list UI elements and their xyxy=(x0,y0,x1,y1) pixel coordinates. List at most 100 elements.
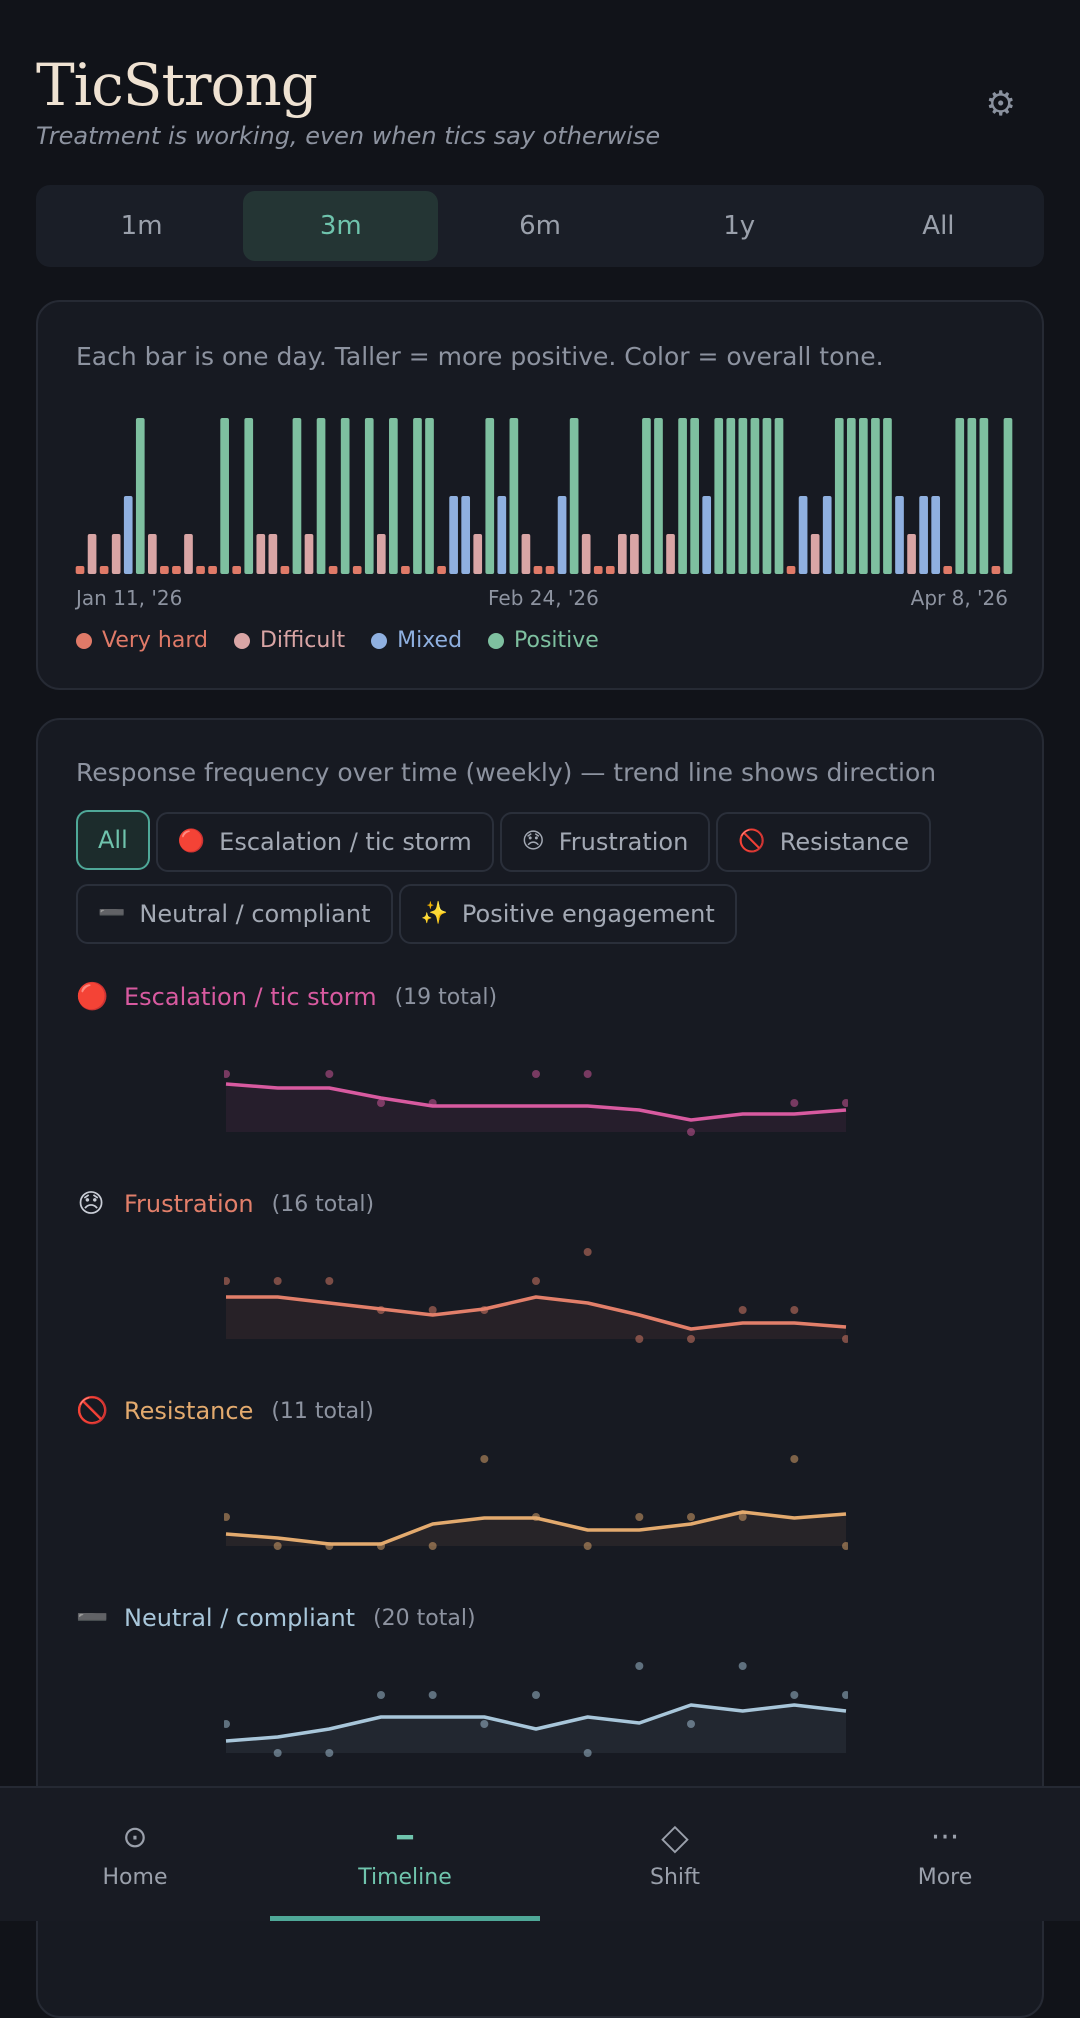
week-dot xyxy=(583,1248,592,1256)
week-dot xyxy=(532,1691,540,1699)
day-bar xyxy=(666,534,675,574)
week-dot xyxy=(273,1542,282,1550)
row-total: (19 total) xyxy=(394,984,498,1010)
day-bar xyxy=(304,534,314,574)
gear-icon[interactable]: ⚙ xyxy=(985,84,1016,124)
range-tab-6m[interactable]: 6m xyxy=(519,211,561,241)
prohibited-icon: 🚫 xyxy=(76,1396,109,1426)
more-icon: ··· xyxy=(930,1820,960,1855)
day-bar xyxy=(509,418,519,574)
day-bar xyxy=(702,496,712,574)
nav-shift[interactable]: ◇ Shift xyxy=(540,1788,810,1921)
day-bar xyxy=(895,496,904,574)
week-dot xyxy=(273,1277,282,1285)
chip-neutral[interactable]: ➖ Neutral / compliant xyxy=(76,883,393,944)
nav-home[interactable]: ⊙ Home xyxy=(0,1788,270,1921)
row-title: Neutral / compliant xyxy=(124,1604,356,1632)
week-dot xyxy=(224,1277,230,1285)
day-bar xyxy=(123,496,133,574)
legend-label: Mixed xyxy=(397,628,463,653)
day-bar xyxy=(533,566,543,574)
row-neutral: ➖ Neutral / compliant (20 total) xyxy=(76,1603,476,1633)
day-bar xyxy=(593,566,603,574)
range-tab-all[interactable]: All xyxy=(922,211,955,241)
day-bar xyxy=(160,566,169,574)
nav-label: Timeline xyxy=(358,1865,452,1890)
legend-label: Positive xyxy=(514,628,599,653)
day-bar xyxy=(232,566,242,574)
chip-resistance[interactable]: 🚫 Resistance xyxy=(716,811,932,872)
day-bar xyxy=(798,496,808,574)
day-bar xyxy=(1003,418,1013,574)
minus-icon: ➖ xyxy=(76,1603,109,1633)
day-bar xyxy=(425,418,434,574)
day-bar xyxy=(208,566,217,574)
day-bar xyxy=(955,418,965,574)
legend-dot xyxy=(233,632,250,649)
chip-label: Frustration xyxy=(558,827,689,856)
sad-face-icon: 😞 xyxy=(77,1189,105,1219)
day-bar xyxy=(413,418,422,574)
row-title: Escalation / tic storm xyxy=(124,983,377,1011)
day-bar xyxy=(172,566,181,574)
day-bar xyxy=(943,566,953,574)
week-dot xyxy=(224,1720,230,1728)
day-bar xyxy=(364,418,374,574)
week-dot xyxy=(532,1277,540,1285)
day-bar xyxy=(822,496,832,574)
week-dot xyxy=(325,1070,334,1078)
chip-frustration[interactable]: 😞 Frustration xyxy=(499,811,711,872)
row-title: Resistance xyxy=(124,1397,254,1425)
day-bar xyxy=(521,534,531,574)
day-bar xyxy=(810,534,820,574)
legend-positive: Positive xyxy=(488,628,599,653)
day-bar xyxy=(846,418,856,574)
legend-very-hard: Very hard xyxy=(76,628,208,653)
nav-timeline[interactable]: ━ Timeline xyxy=(270,1788,540,1921)
week-dot xyxy=(428,1306,437,1314)
day-bar xyxy=(581,534,591,574)
chip-escalation[interactable]: 🔴 Escalation / tic storm xyxy=(155,811,494,872)
day-bar xyxy=(762,418,772,574)
tone-legend: Very hard Difficult Mixed Positive xyxy=(76,628,599,653)
day-bar xyxy=(389,418,398,574)
day-bar xyxy=(196,566,205,574)
frequency-card-caption: Response frequency over time (weekly) — … xyxy=(76,758,937,787)
week-dot xyxy=(842,1691,848,1699)
escalation-sparkline xyxy=(224,1070,848,1136)
week-dot xyxy=(583,1070,592,1078)
day-bar xyxy=(135,418,145,574)
day-bar xyxy=(738,418,748,574)
week-dot xyxy=(738,1662,747,1670)
day-bar xyxy=(871,418,880,574)
week-dot xyxy=(687,1513,695,1521)
day-bar xyxy=(256,534,266,574)
day-bar xyxy=(461,496,471,574)
day-bar xyxy=(642,418,651,574)
row-total: (16 total) xyxy=(271,1191,375,1217)
week-dot xyxy=(738,1513,747,1521)
range-tab-3m[interactable]: 3m xyxy=(243,191,439,261)
day-bar xyxy=(75,566,85,574)
row-resistance: 🚫 Resistance (11 total) xyxy=(76,1396,374,1426)
range-tab-1y[interactable]: 1y xyxy=(723,211,756,241)
day-bar xyxy=(545,566,555,574)
week-dot xyxy=(790,1099,799,1107)
day-bar xyxy=(280,566,290,574)
day-bar xyxy=(859,418,868,574)
day-bar xyxy=(726,418,736,574)
day-bar xyxy=(617,534,627,574)
day-bar xyxy=(967,418,977,574)
day-bar xyxy=(690,418,699,574)
week-dot xyxy=(377,1099,385,1107)
day-bar xyxy=(907,534,916,574)
legend-dot xyxy=(371,632,388,649)
chip-positive[interactable]: ✨ Positive engagement xyxy=(398,883,737,944)
day-bar xyxy=(931,496,941,574)
week-dot xyxy=(738,1306,747,1314)
chip-all[interactable]: All xyxy=(76,810,150,870)
day-bar xyxy=(376,534,386,574)
range-tab-1m[interactable]: 1m xyxy=(120,211,163,241)
nav-more[interactable]: ··· More xyxy=(810,1788,1080,1921)
day-bar xyxy=(220,418,229,574)
